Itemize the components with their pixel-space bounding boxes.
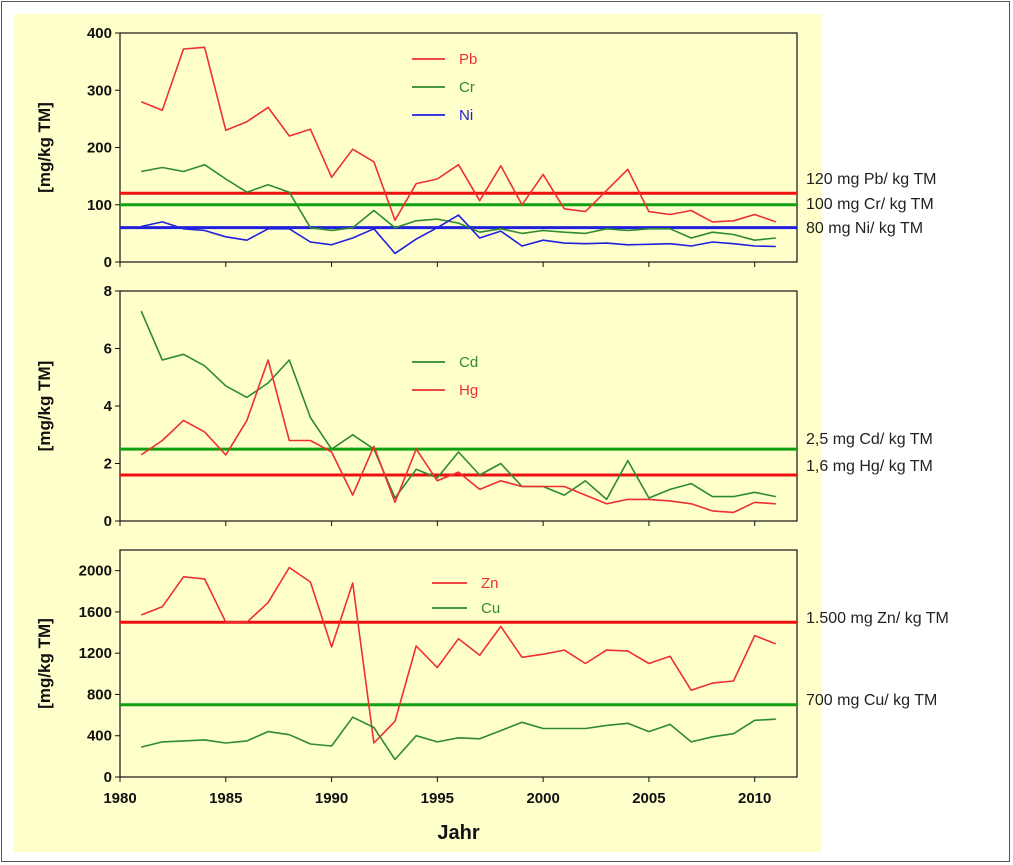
y-axis-label: [mg/kg TM] — [35, 618, 54, 709]
y-tick-label: 0 — [104, 254, 112, 271]
y-tick-label: 1200 — [79, 645, 112, 662]
legend-label: Zn — [481, 575, 499, 592]
y-tick-label: 8 — [104, 283, 112, 300]
y-tick-label: 800 — [87, 686, 112, 703]
x-tick-label: 1990 — [315, 790, 348, 807]
threshold-label: 1,6 mg Hg/ kg TM — [806, 458, 933, 475]
chart-panel-3: 0 400 800 1200 1600 2000 1980 1985 1990 1995 2000 2… — [35, 549, 949, 844]
plot-area-border — [119, 549, 798, 778]
x-tick-label: 2010 — [738, 790, 771, 807]
threshold-label: 120 mg Pb/ kg TM — [806, 171, 936, 188]
y-axis-label: [mg/kg TM] — [35, 102, 54, 193]
chart-panel-1: 0 100 200 300 400 [mg/kg TM] 120 mg Pb/ kg TM 1… — [35, 25, 936, 271]
y-tick-label: 2000 — [79, 563, 112, 580]
legend-label: Pb — [459, 51, 477, 68]
y-tick-label: 400 — [87, 25, 112, 42]
y-tick-label: 200 — [87, 140, 112, 157]
x-tick-label: 1985 — [209, 790, 242, 807]
y-tick-label: 300 — [87, 82, 112, 99]
threshold-label: 100 mg Cr/ kg TM — [806, 196, 934, 213]
series-line-hg — [140, 359, 776, 514]
chart-panel-2: 0 2 4 6 8 [mg/kg TM] 2,5 mg Cd/ kg TM 1,6 mg Hg… — [35, 283, 933, 530]
plot-background — [14, 14, 822, 852]
x-tick-label: 2000 — [526, 790, 559, 807]
series-line-zn — [140, 566, 777, 744]
y-axis-label: [mg/kg TM] — [35, 361, 54, 452]
y-tick-label: 4 — [104, 398, 113, 415]
y-tick-label: 2 — [104, 456, 112, 473]
legend-label: Cr — [459, 79, 475, 96]
y-tick-label: 0 — [104, 513, 112, 530]
x-tick-label: 1980 — [103, 790, 136, 807]
threshold-label: 1.500 mg Zn/ kg TM — [806, 610, 949, 627]
threshold-label: 80 mg Ni/ kg TM — [806, 220, 923, 237]
legend-label: Ni — [459, 107, 473, 124]
series-line-cu — [141, 716, 776, 761]
series-line-ni — [141, 214, 776, 255]
x-tick-label: 2005 — [632, 790, 665, 807]
x-tick-label: 1995 — [421, 790, 454, 807]
series-line-cr — [141, 163, 776, 241]
threshold-label: 700 mg Cu/ kg TM — [806, 692, 937, 709]
legend-label: Cd — [459, 354, 478, 371]
y-tick-label: 100 — [87, 197, 112, 214]
legend-label: Hg — [459, 382, 478, 399]
series-line-cd — [140, 310, 776, 501]
series-line-pb — [140, 46, 777, 223]
y-tick-label: 6 — [104, 341, 112, 358]
legend-label: Cu — [481, 600, 500, 617]
y-tick-label: 1600 — [79, 604, 112, 621]
y-tick-label: 400 — [87, 728, 112, 745]
y-tick-label: 0 — [104, 769, 112, 786]
x-axis-label: Jahr — [437, 822, 479, 844]
threshold-label: 2,5 mg Cd/ kg TM — [806, 431, 933, 448]
